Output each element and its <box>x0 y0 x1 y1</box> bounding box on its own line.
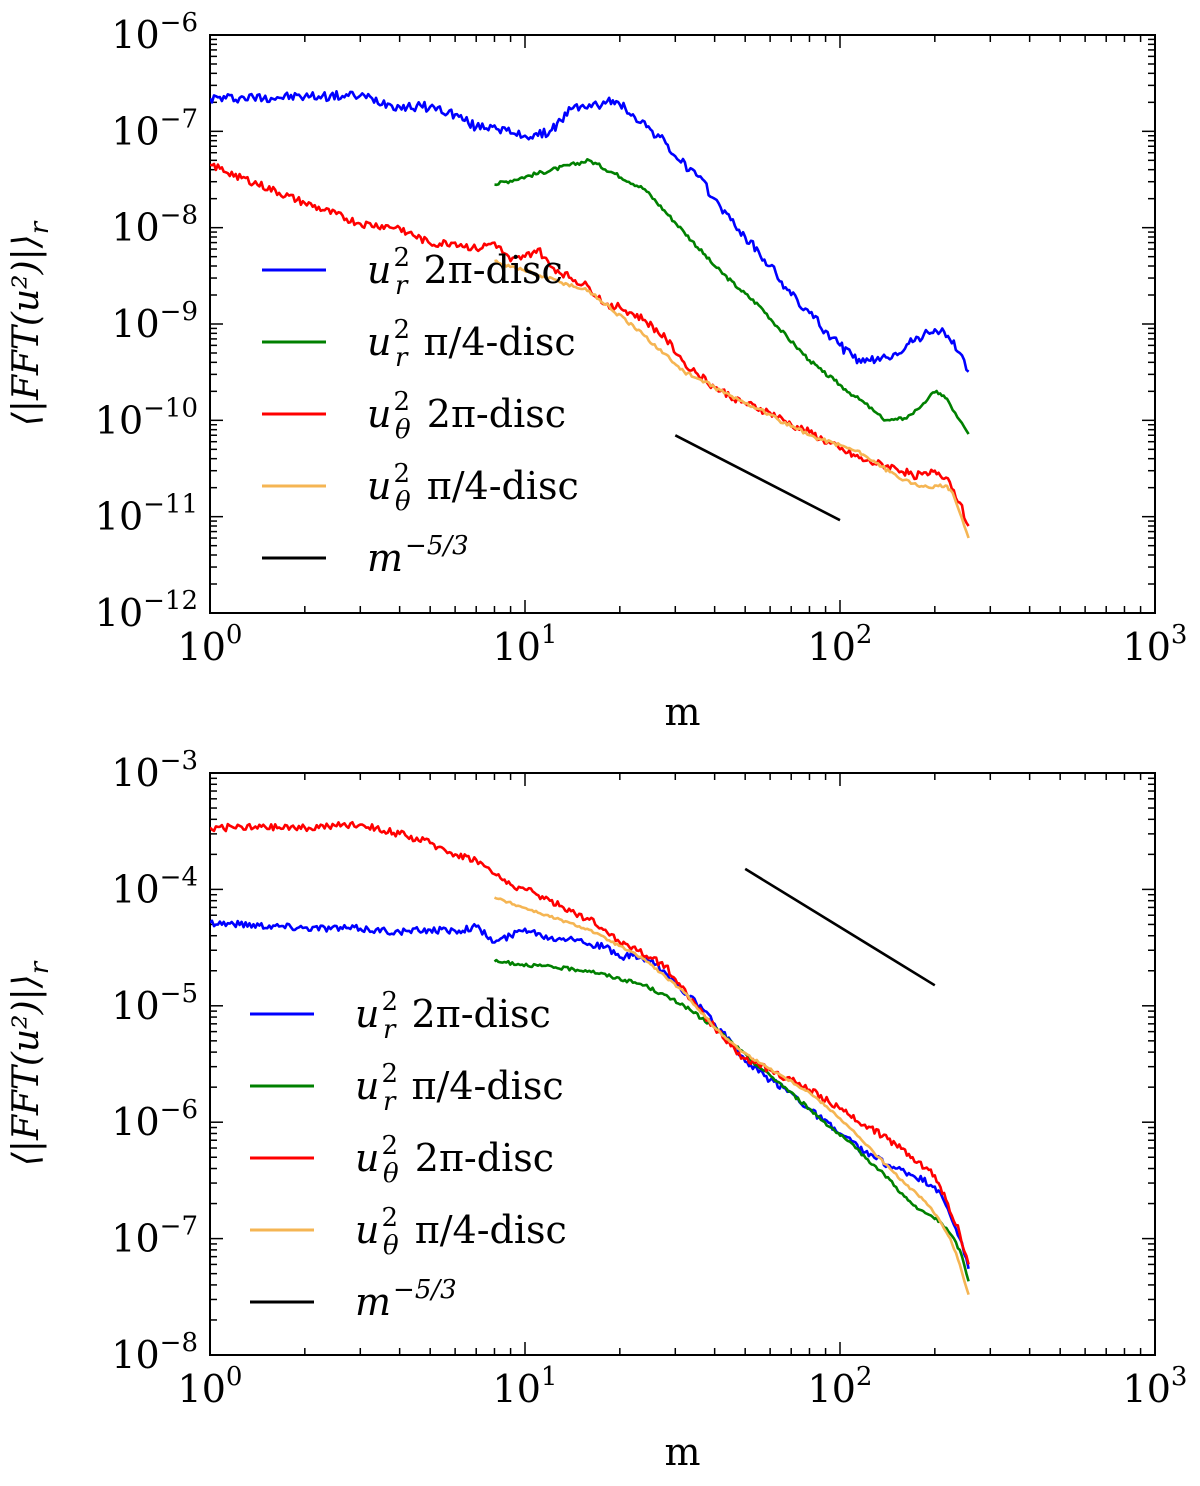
legend-label: u2 r π/4-disc <box>367 315 576 373</box>
chart-1: 100 101 102 103 10−12 10−11 10−10 10−9 10−8 10−7 1… <box>6 8 1187 734</box>
series-line-3 <box>210 162 970 527</box>
legend-entry: u2 r 2π-disc <box>250 987 551 1045</box>
x-tick-label: 100 <box>178 620 243 669</box>
x-tick-label: 103 <box>1123 1362 1188 1411</box>
y-tick-label: 10−11 <box>95 490 198 539</box>
series-line-4 <box>493 896 970 1296</box>
legend-entry: u2 θ 2π-disc <box>250 1131 554 1189</box>
y-tick-label: 10−3 <box>111 746 198 795</box>
legend-label: m−5/3 <box>355 1275 457 1324</box>
legend-entry: u2 r π/4-disc <box>262 315 576 373</box>
axis-ticks <box>209 35 1155 614</box>
chart-2: 100 101 102 103 10−8 10−7 10−6 10−5 10−4 10−3 m ⟨|F… <box>6 746 1187 1474</box>
x-axis-title: m <box>664 690 700 734</box>
x-axis-title: m <box>664 1430 700 1474</box>
y-tick-label: 10−4 <box>111 862 198 911</box>
plot-frame <box>209 772 1156 1356</box>
y-tick-label: 10−8 <box>111 201 198 250</box>
x-tick-label: 103 <box>1123 620 1188 669</box>
y-axis-title: ⟨|FFT(u²)|⟩r <box>6 960 55 1166</box>
series-line-5 <box>744 867 936 987</box>
legend-entry: u2 r 2π-disc <box>262 243 563 301</box>
series-group <box>210 820 970 1296</box>
y-tick-label: 10−5 <box>111 979 198 1028</box>
y-tick-label: 10−6 <box>111 1095 198 1144</box>
series-line-5 <box>674 434 841 522</box>
y-tick-label: 10−7 <box>111 1212 198 1261</box>
y-tick-label: 10−9 <box>111 297 198 346</box>
legend-label: u2 r 2π-disc <box>367 243 563 301</box>
legend-label: u2 θ π/4-disc <box>355 1203 567 1261</box>
legend-entry: u2 r π/4-disc <box>250 1059 564 1117</box>
legend-entry: u2 θ π/4-disc <box>262 459 579 517</box>
series-group <box>210 90 970 539</box>
x-tick-label: 101 <box>493 620 558 669</box>
legend-label: u2 θ 2π-disc <box>355 1131 554 1189</box>
x-tick-label: 101 <box>493 1362 558 1411</box>
x-tick-label: 102 <box>808 620 873 669</box>
legend-label: u2 θ π/4-disc <box>367 459 579 517</box>
legend-label: u2 θ 2π-disc <box>367 387 566 445</box>
series-line-3 <box>210 820 970 1265</box>
x-tick-label: 100 <box>178 1362 243 1411</box>
plot-frame <box>209 34 1156 614</box>
y-tick-label: 10−10 <box>95 393 198 442</box>
legend-label: m−5/3 <box>367 531 469 580</box>
y-tick-label: 10−8 <box>111 1328 198 1377</box>
axis-ticks <box>209 773 1155 1356</box>
legend-label: u2 r 2π-disc <box>355 987 551 1045</box>
legend-label: u2 r π/4-disc <box>355 1059 564 1117</box>
legend: u2 r 2π-disc u2 r π/4-disc u2 θ 2π-disc u2 θ π/… <box>262 243 579 580</box>
series-line-1 <box>210 919 970 1270</box>
series-line-4 <box>494 259 970 539</box>
legend-entry: u2 θ 2π-disc <box>262 387 566 445</box>
legend-entry: m−5/3 <box>250 1275 457 1324</box>
y-tick-label: 10−12 <box>95 586 198 635</box>
series-line-2 <box>494 158 970 435</box>
legend-entry: m−5/3 <box>262 531 469 580</box>
y-tick-label: 10−7 <box>111 104 198 153</box>
legend-entry: u2 θ π/4-disc <box>250 1203 567 1261</box>
y-tick-label: 10−6 <box>111 8 198 57</box>
legend: u2 r 2π-disc u2 r π/4-disc u2 θ 2π-disc u2 θ π/… <box>250 987 567 1324</box>
y-axis-title: ⟨|FFT(u²)|⟩r <box>6 220 55 426</box>
series-line-1 <box>210 90 970 373</box>
x-tick-label: 102 <box>808 1362 873 1411</box>
